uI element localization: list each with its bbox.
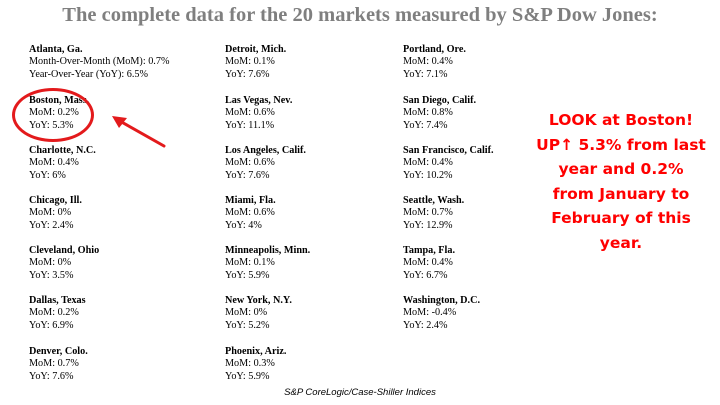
market-mom: MoM: 0.1% xyxy=(225,56,275,68)
market-name: Washington, D.C. xyxy=(403,295,480,306)
callout-line: from January to xyxy=(552,184,690,203)
market-las-vegas: Las Vegas, Nev. MoM: 0.6% YoY: 11.1% xyxy=(225,95,400,132)
market-mom: MoM: -0.4% xyxy=(403,307,457,319)
market-name: Detroit, Mich. xyxy=(225,44,287,55)
market-name: Chicago, Ill. xyxy=(29,195,82,206)
market-detroit: Detroit, Mich. MoM: 0.1% YoY: 7.6% xyxy=(225,44,400,81)
market-yoy: YoY: 5.2% xyxy=(225,319,270,331)
market-name: New York, N.Y. xyxy=(225,295,292,306)
market-mom: MoM: 0.6% xyxy=(225,207,275,219)
market-name: Tampa, Fla. xyxy=(403,245,455,256)
market-mom: MoM: 0.7% xyxy=(29,358,79,370)
market-yoy: YoY: 7.6% xyxy=(225,68,270,80)
market-mom: MoM: 0.7% xyxy=(403,207,453,219)
market-yoy: YoY: 6.9% xyxy=(29,319,74,331)
market-yoy: YoY: 6% xyxy=(29,169,66,181)
market-los-angeles: Los Angeles, Calif. MoM: 0.6% YoY: 7.6% xyxy=(225,145,400,182)
callout-line: UP↑ 5.3% from last xyxy=(536,135,706,154)
market-charlotte: Charlotte, N.C. MoM: 0.4% YoY: 6% xyxy=(29,145,204,182)
market-name: Dallas, Texas xyxy=(29,295,86,306)
market-mom: MoM: 0.2% xyxy=(29,307,79,319)
boston-callout: LOOK at Boston! UP↑ 5.3% from last year … xyxy=(536,108,706,255)
callout-line: year. xyxy=(599,233,643,252)
market-mom: MoM: 0.6% xyxy=(225,107,275,119)
callout-line: February of this xyxy=(551,209,691,227)
market-yoy: YoY: 3.5% xyxy=(29,269,74,281)
market-yoy: YoY: 10.2% xyxy=(403,169,453,181)
market-yoy: YoY: 7.6% xyxy=(225,169,270,181)
market-seattle: Seattle, Wash. MoM: 0.7% YoY: 12.9% xyxy=(403,195,578,232)
market-mom: MoM: 0% xyxy=(29,207,72,219)
market-chicago: Chicago, Ill. MoM: 0% YoY: 2.4% xyxy=(29,195,204,232)
market-name: Portland, Ore. xyxy=(403,44,466,55)
market-mom: MoM: 0.4% xyxy=(29,157,79,169)
market-name: Las Vegas, Nev. xyxy=(225,95,293,106)
market-mom: MoM: 0.8% xyxy=(403,107,453,119)
source-caption: S&P CoreLogic/Case-Shiller Indices xyxy=(284,387,436,398)
market-denver: Denver, Colo. MoM: 0.7% YoY: 7.6% xyxy=(29,346,204,383)
market-name: Phoenix, Ariz. xyxy=(225,346,287,357)
market-mom: MoM: 0.1% xyxy=(225,257,275,269)
market-mom: MoM: 0.4% xyxy=(403,56,453,68)
market-name: San Francisco, Calif. xyxy=(403,145,494,156)
market-name: Seattle, Wash. xyxy=(403,195,465,206)
callout-line: LOOK at Boston! xyxy=(548,111,694,129)
market-name: Charlotte, N.C. xyxy=(29,145,96,156)
market-mom: Month-Over-Month (MoM): 0.7% xyxy=(29,56,170,68)
market-name: Miami, Fla. xyxy=(225,195,276,206)
market-yoy: YoY: 5.9% xyxy=(225,269,270,281)
market-yoy: YoY: 2.4% xyxy=(29,219,74,231)
market-phoenix: Phoenix, Ariz. MoM: 0.3% YoY: 5.9% xyxy=(225,346,400,383)
market-cleveland: Cleveland, Ohio MoM: 0% YoY: 3.5% xyxy=(29,245,204,282)
market-mom: MoM: 0% xyxy=(225,307,268,319)
market-mom: MoM: 0.6% xyxy=(225,157,275,169)
market-tampa: Tampa, Fla. MoM: 0.4% YoY: 6.7% xyxy=(403,245,578,282)
market-name: Cleveland, Ohio xyxy=(29,245,100,256)
market-name: Denver, Colo. xyxy=(29,346,88,357)
pointer-arrow-icon xyxy=(112,116,166,148)
market-name: Atlanta, Ga. xyxy=(29,44,83,55)
market-new-york: New York, N.Y. MoM: 0% YoY: 5.2% xyxy=(225,295,400,332)
market-minneapolis: Minneapolis, Minn. MoM: 0.1% YoY: 5.9% xyxy=(225,245,400,282)
market-name: Los Angeles, Calif. xyxy=(225,145,306,156)
market-yoy: YoY: 7.4% xyxy=(403,119,448,131)
market-mom: MoM: 0.4% xyxy=(403,257,453,269)
market-mom: MoM: 0.4% xyxy=(403,157,453,169)
market-miami: Miami, Fla. MoM: 0.6% YoY: 4% xyxy=(225,195,400,232)
market-yoy: Year-Over-Year (YoY): 6.5% xyxy=(29,68,149,80)
market-san-diego: San Diego, Calif. MoM: 0.8% YoY: 7.4% xyxy=(403,95,578,132)
market-yoy: YoY: 11.1% xyxy=(225,119,275,131)
market-washington: Washington, D.C. MoM: -0.4% YoY: 2.4% xyxy=(403,295,578,332)
market-portland: Portland, Ore. MoM: 0.4% YoY: 7.1% xyxy=(403,44,578,81)
market-mom: MoM: 0% xyxy=(29,257,72,269)
market-san-francisco: San Francisco, Calif. MoM: 0.4% YoY: 10.… xyxy=(403,145,578,182)
market-yoy: YoY: 7.6% xyxy=(29,370,74,382)
page-title: The complete data for the 20 markets mea… xyxy=(62,4,658,26)
market-yoy: YoY: 2.4% xyxy=(403,319,448,331)
market-name: Minneapolis, Minn. xyxy=(225,245,311,256)
market-yoy: YoY: 5.9% xyxy=(225,370,270,382)
market-mom: MoM: 0.3% xyxy=(225,358,275,370)
callout-line: year and 0.2% xyxy=(558,160,684,178)
market-dallas: Dallas, Texas MoM: 0.2% YoY: 6.9% xyxy=(29,295,204,332)
market-atlanta: Atlanta, Ga. Month-Over-Month (MoM): 0.7… xyxy=(29,44,204,81)
market-yoy: YoY: 7.1% xyxy=(403,68,448,80)
market-yoy: YoY: 6.7% xyxy=(403,269,448,281)
market-name: San Diego, Calif. xyxy=(403,95,477,106)
boston-highlight-circle xyxy=(12,88,94,142)
market-yoy: YoY: 12.9% xyxy=(403,219,453,231)
market-yoy: YoY: 4% xyxy=(225,219,262,231)
